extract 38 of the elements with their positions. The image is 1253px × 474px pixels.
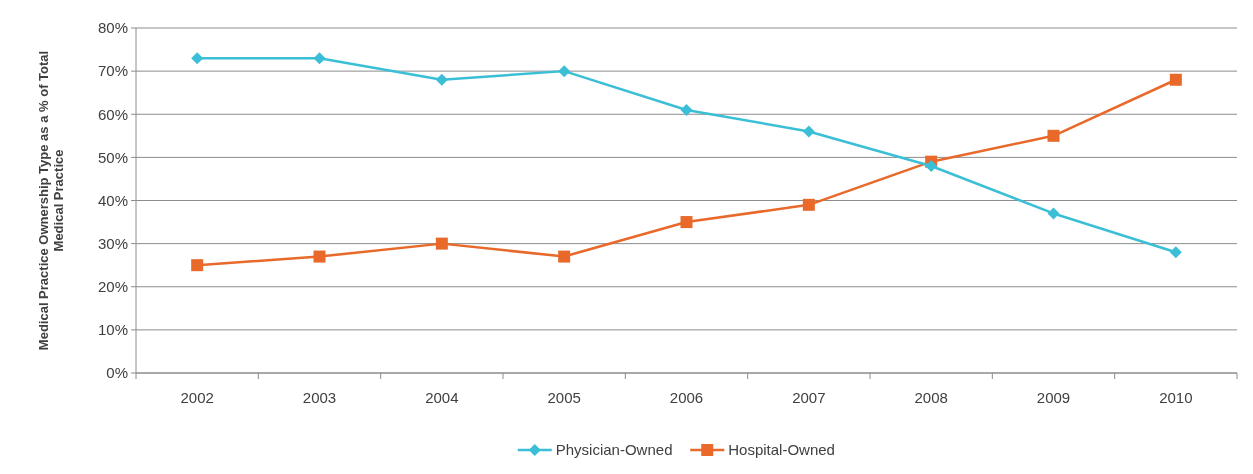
point [191, 259, 204, 272]
legend-label: Hospital-Owned [728, 441, 835, 459]
point [802, 125, 815, 138]
x-tick-label: 2005 [547, 389, 581, 406]
point [558, 250, 571, 263]
point [191, 52, 204, 65]
point [435, 73, 448, 86]
point [1169, 73, 1182, 86]
point [1169, 246, 1182, 259]
y-tick-label: 50% [97, 148, 128, 166]
x-tick-label: 2002 [180, 389, 214, 406]
y-tick-label: 0% [106, 364, 128, 382]
y-axis-title: Medical Practice Ownership Type as a % of Total Medical Practice [36, 50, 66, 351]
point [802, 198, 815, 211]
point [435, 237, 448, 250]
point [313, 52, 326, 65]
point [925, 160, 938, 172]
x-tick-label: 2007 [792, 389, 826, 406]
x-tick-label: 2004 [425, 389, 459, 406]
point [313, 250, 326, 263]
point [680, 103, 693, 116]
x-tick-label: 2008 [914, 389, 948, 406]
point [558, 65, 571, 78]
legend-label: Physician-Owned [555, 441, 673, 459]
y-tick-label: 60% [97, 105, 128, 123]
x-tick-label: 2006 [669, 389, 704, 406]
y-tick-label: 40% [97, 191, 128, 209]
x-tick-label: 2009 [1036, 389, 1071, 406]
point [680, 216, 693, 229]
point [1047, 129, 1060, 142]
y-tick-label: 70% [97, 62, 128, 80]
y-tick-label: 30% [97, 234, 128, 252]
x-tick-label: 2003 [302, 389, 337, 406]
y-tick-label: 20% [97, 278, 128, 295]
y-tick-label: 80% [97, 19, 128, 37]
y-tick-label: 10% [97, 321, 128, 339]
point [1047, 207, 1060, 220]
x-tick-label: 2010 [1159, 389, 1193, 406]
